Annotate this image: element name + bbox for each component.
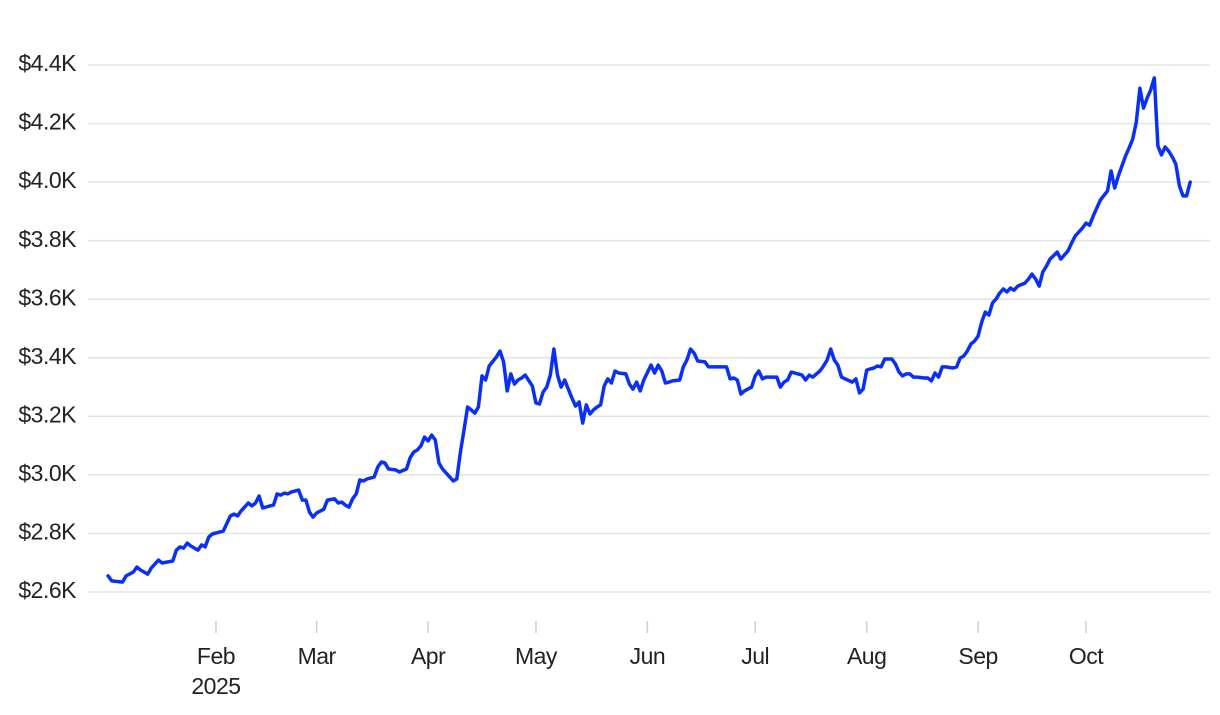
x-tick-label: Jul [741, 643, 769, 669]
y-tick-label: $3.0K [18, 460, 77, 486]
y-tick-label: $4.4K [18, 50, 77, 76]
x-tick-label: Oct [1069, 643, 1104, 669]
x-tick-label: Aug [847, 643, 886, 669]
x-tick-label: Apr [411, 643, 446, 669]
y-tick-label: $3.4K [18, 343, 77, 369]
y-tick-label: $3.2K [18, 401, 77, 427]
x-tick-label: Feb [197, 643, 235, 669]
y-tick-label: $2.6K [18, 577, 77, 603]
y-tick-label: $3.8K [18, 226, 77, 252]
x-year-label: 2025 [191, 673, 240, 699]
x-tick-label: May [515, 643, 558, 669]
price-line [106, 76, 1192, 584]
x-tick-label: Mar [298, 643, 337, 669]
x-tick-label: Jun [630, 643, 666, 669]
y-tick-label: $2.8K [18, 519, 77, 545]
x-tick-label: Sep [958, 643, 997, 669]
y-tick-label: $4.0K [18, 167, 77, 193]
y-tick-label: $3.6K [18, 284, 77, 310]
y-tick-label: $4.2K [18, 109, 77, 135]
